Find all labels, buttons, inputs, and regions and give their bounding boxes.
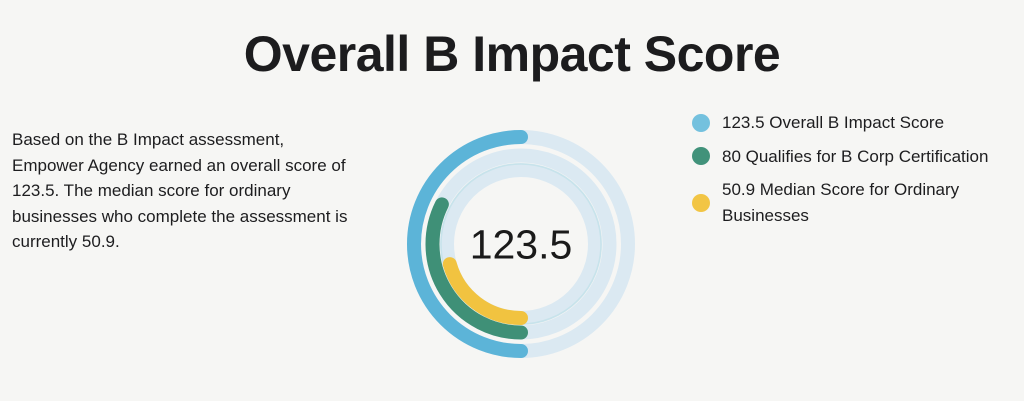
legend-item-median-score: 50.9 Median Score for Ordinary Businesse… [692,177,1012,228]
legend-dot-blue-icon [692,113,710,132]
legend-item-overall-score: 123.5 Overall B Impact Score [692,110,1012,136]
description-text: Based on the B Impact assessment, Empowe… [12,130,348,251]
gauge-arc-2 [442,257,528,325]
legend-label: 80 Qualifies for B Corp Certification [722,146,989,166]
gauge-center-value: 123.5 [470,222,573,268]
legend-label: 50.9 Median Score for Ordinary Businesse… [722,180,960,225]
gauge-chart: 123.5 [407,130,635,358]
legend-item-bcorp-threshold: 80 Qualifies for B Corp Certification [692,144,1012,170]
gauge-arc-0 [407,130,528,358]
legend-dot-green-icon [692,147,710,166]
chart-legend: 123.5 Overall B Impact Score 80 Qualifie… [692,110,1012,236]
legend-label: 123.5 Overall B Impact Score [722,113,945,132]
impact-score-gauge: 123.5 [396,119,646,369]
gauge-arc-1 [425,197,528,340]
page-title: Overall B Impact Score [243,26,781,82]
gauge-value-arcs [407,130,528,358]
legend-dot-yellow-icon [692,193,710,212]
